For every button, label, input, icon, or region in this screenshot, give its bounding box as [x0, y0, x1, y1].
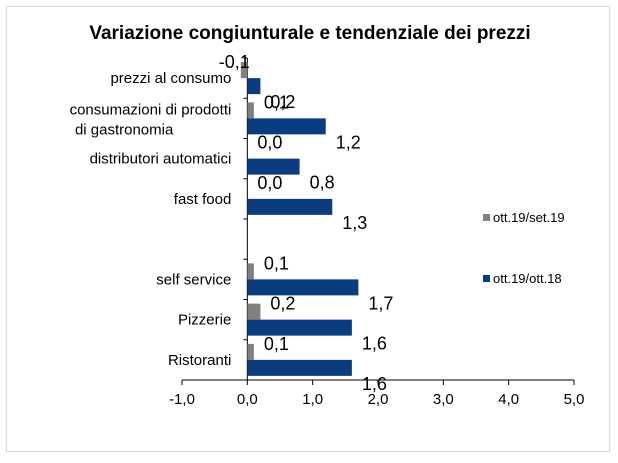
bar-ott19-set19 [247, 303, 261, 320]
bar-ott19-ott18 [247, 78, 261, 95]
category-label: distributori automatici [90, 151, 232, 168]
bar-ott19-ott18 [247, 158, 300, 175]
data-label: 0,8 [310, 173, 335, 193]
category-label: consumazioni di prodotti di gastronomia [70, 101, 232, 138]
bar-ott19-set19 [247, 343, 254, 360]
x-tick-label: 2,0 [368, 391, 389, 408]
category-label-line: consumazioni di prodotti [70, 101, 232, 118]
data-label: 1,6 [362, 334, 387, 354]
data-label: 1,3 [342, 213, 367, 233]
data-label: 1,2 [336, 132, 361, 152]
category-label-line: di gastronomia [75, 121, 174, 138]
category-label: Ristoranti [168, 352, 231, 369]
x-tick-label: 4,0 [498, 391, 519, 408]
category-label-line: Pizzerie [178, 312, 231, 329]
bar-ott19-ott18 [247, 198, 333, 215]
legend-label: ott.19/set.19 [493, 210, 565, 225]
bar-ott19-set19 [247, 102, 254, 119]
data-label: 0,2 [270, 92, 295, 112]
x-tick-label: -1,0 [169, 391, 195, 408]
category-label: prezzi al consumo [110, 70, 231, 87]
x-tick-label: 5,0 [564, 391, 585, 408]
data-label: 0,1 [264, 334, 289, 354]
bar-ott19-set19 [240, 62, 248, 79]
category-label-line: distributori automatici [90, 151, 232, 168]
chart-title: Variazione congiunturale e tendenziale d… [89, 23, 531, 44]
category-label: self service [156, 271, 231, 288]
chart-frame [6, 6, 610, 452]
category-label-line: prezzi al consumo [110, 70, 231, 87]
bar-ott19-ott18 [247, 319, 352, 336]
data-label: -0,1 [219, 52, 250, 72]
data-label: 0,1 [264, 92, 289, 112]
legend-label: ott.19/ott.18 [493, 271, 562, 286]
category-label-line: self service [156, 271, 231, 288]
category-label-line: fast food [174, 191, 232, 208]
x-tick-label: 3,0 [433, 391, 454, 408]
data-label: 0,1 [264, 253, 289, 273]
bar-ott19-ott18 [247, 118, 326, 135]
data-label: 1,6 [362, 374, 387, 394]
category-label-line: Ristoranti [168, 352, 231, 369]
category-label: fast food [174, 191, 232, 208]
legend-swatch [483, 275, 490, 282]
x-tick-label: 1,0 [302, 391, 323, 408]
data-label: 1,7 [368, 293, 393, 313]
bar-ott19-set19 [247, 263, 254, 280]
data-label: 0,2 [270, 294, 295, 314]
bar-ott19-ott18 [247, 279, 359, 296]
bar-ott19-ott18 [247, 359, 352, 376]
data-label: 0,0 [257, 173, 282, 193]
x-tick-label: 0,0 [237, 391, 258, 408]
legend-swatch [483, 214, 490, 221]
category-label: Pizzerie [178, 312, 231, 329]
data-label: 0,0 [257, 133, 282, 153]
